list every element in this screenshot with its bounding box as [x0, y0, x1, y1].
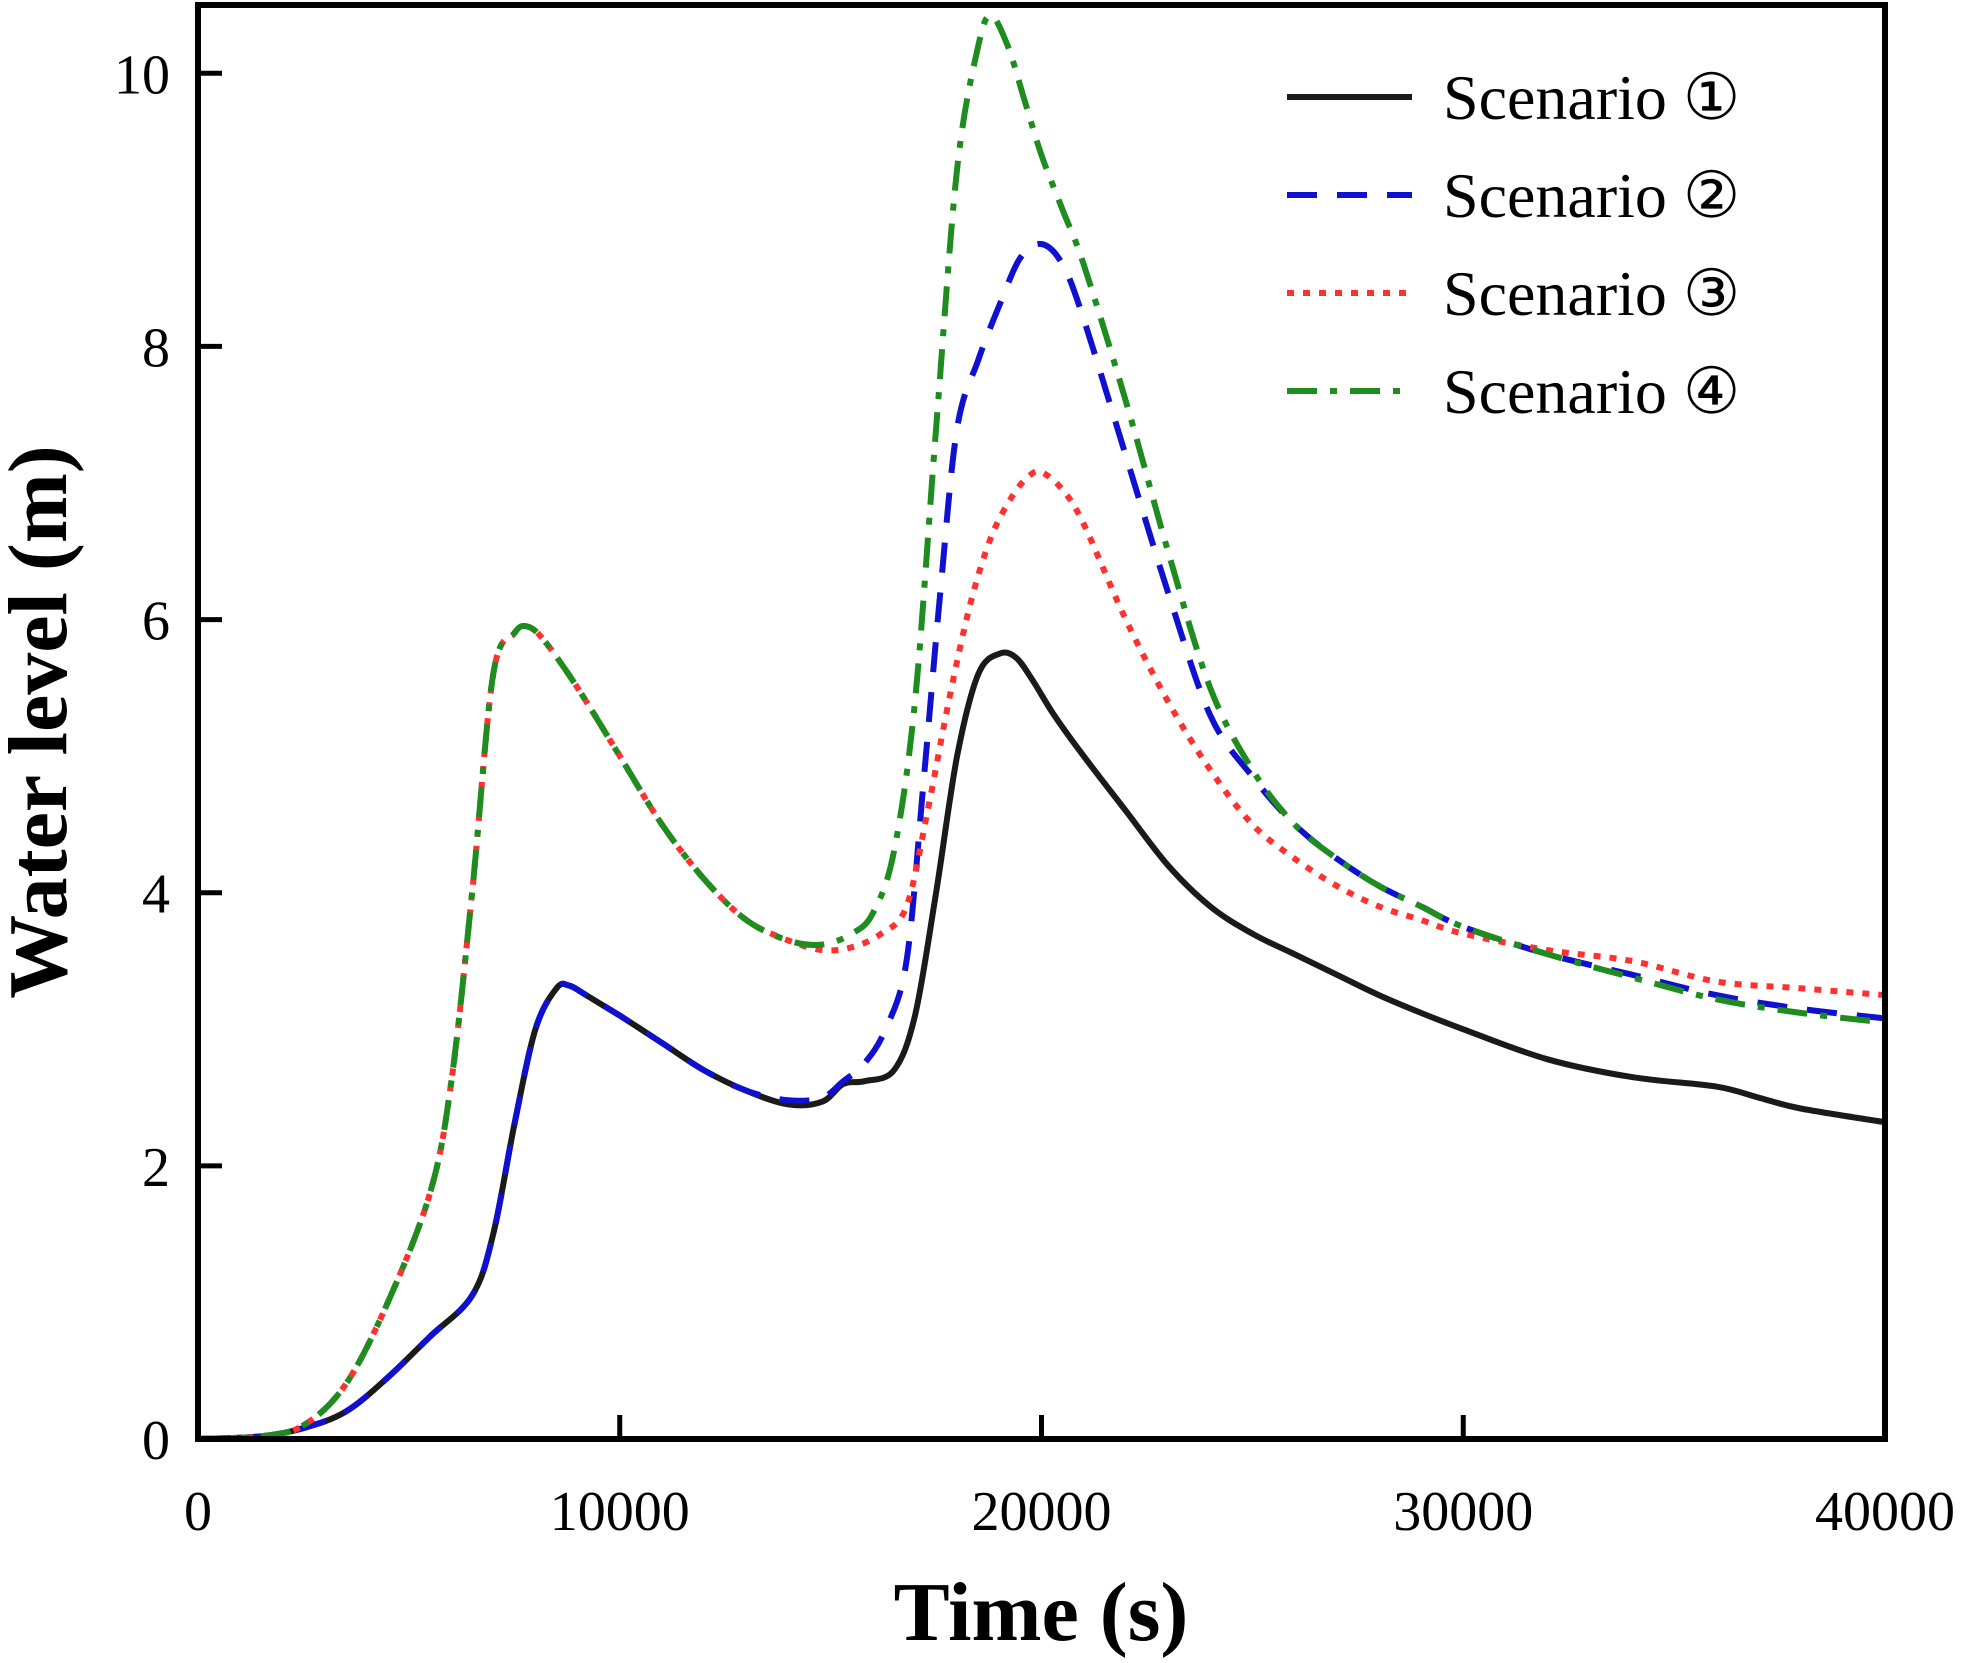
series-line-2	[198, 240, 1885, 1439]
y-tick-label: 10	[114, 44, 170, 106]
x-tick-label: 20000	[972, 1481, 1112, 1543]
legend-label-2: Scenario ②	[1443, 160, 1740, 231]
x-tick-label: 40000	[1815, 1481, 1955, 1543]
legend: Scenario ① Scenario ② Scenario ③ Scenario ④	[1287, 62, 1740, 427]
y-tick-label: 4	[142, 864, 170, 926]
x-tick-label: 30000	[1393, 1481, 1533, 1543]
series-line-1	[198, 649, 1885, 1439]
x-tick-label: 10000	[550, 1481, 690, 1543]
legend-label-1: Scenario ①	[1443, 62, 1740, 133]
y-tick-label: 8	[142, 317, 170, 379]
y-tick-label: 0	[142, 1410, 170, 1472]
y-tick-label: 2	[142, 1137, 170, 1199]
y-tick-label: 6	[142, 591, 170, 653]
ticks-layer: 0 10000 20000 30000 40000 0 2 4 6 8 10	[114, 44, 1955, 1543]
series-line-3	[198, 468, 1885, 1439]
legend-label-4: Scenario ④	[1443, 356, 1740, 427]
legend-label-3: Scenario ③	[1443, 258, 1740, 329]
y-axis-title: Water level (m)	[0, 445, 85, 999]
series-layer	[198, 12, 1885, 1439]
x-axis-title: Time (s)	[894, 1566, 1189, 1659]
series-line-4	[198, 12, 1885, 1439]
x-tick-label: 0	[184, 1481, 212, 1543]
